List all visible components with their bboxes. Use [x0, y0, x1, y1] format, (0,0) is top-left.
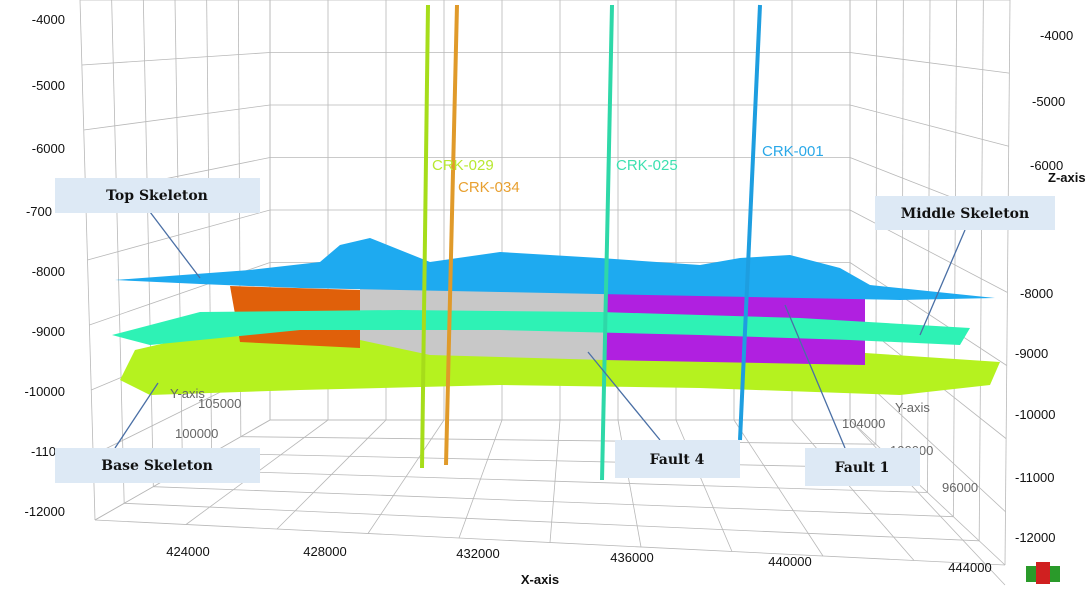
well	[600, 4, 614, 481]
callout-arrow	[919, 229, 966, 336]
callout-box	[805, 448, 920, 486]
z-tick-label: -10000	[25, 384, 65, 399]
x-tick-label: 428000	[303, 544, 346, 559]
z-axis-title: Z-axis	[1048, 170, 1086, 185]
y-tick-label: 105000	[198, 396, 241, 411]
x-tick-label: 432000	[456, 546, 499, 561]
callout-arrow	[784, 304, 846, 449]
middle-skeleton-surface	[112, 310, 970, 345]
grid-line	[142, 0, 154, 487]
callout-box	[55, 178, 260, 213]
orientation-widget[interactable]	[1026, 562, 1060, 584]
grid-line	[849, 419, 1006, 586]
z-tick-label: -6000	[32, 141, 65, 156]
y-axis-title: Y-axis	[895, 400, 930, 415]
y-tick-label: 96000	[942, 480, 978, 495]
callout-box	[615, 440, 740, 478]
well	[420, 4, 430, 469]
z-tick-label: -9000	[32, 324, 65, 339]
grid-line	[978, 0, 984, 541]
callout-arrow	[114, 382, 159, 449]
z-tick-label: -700	[26, 204, 52, 219]
x-tick-label: 440000	[768, 554, 811, 569]
callout-arrow	[587, 351, 661, 441]
callout-arrow	[149, 211, 201, 279]
grid-line	[240, 436, 876, 445]
y-tick-label: 100000	[175, 426, 218, 441]
z-tick-label: -8000	[1020, 286, 1053, 301]
z-tick-label: -5000	[1032, 94, 1065, 109]
z-tick-label: -10000	[1015, 407, 1055, 422]
x-tick-label: 424000	[166, 544, 209, 559]
grid-line	[927, 0, 931, 493]
z-tick-label: -6000	[1030, 158, 1063, 173]
grid-line	[94, 519, 1006, 566]
x-tick-label: 444000	[948, 560, 991, 575]
grid-line	[211, 452, 902, 469]
well-label: CRK-029	[432, 157, 494, 174]
callout-label: Middle Skeleton	[901, 206, 1029, 222]
callout-box	[875, 196, 1055, 230]
callout-label: Top Skeleton	[106, 188, 208, 204]
well-label: CRK-001	[762, 143, 824, 160]
well-label: CRK-025	[616, 157, 678, 174]
well	[444, 4, 459, 466]
callout-label: Fault 1	[835, 460, 890, 476]
callout-label: Base Skeleton	[101, 458, 213, 474]
y-tick-label: 104000	[842, 416, 885, 431]
grid-line	[153, 486, 954, 518]
z-tick-label: -12000	[25, 504, 65, 519]
z-tick-label: -8000	[32, 264, 65, 279]
grid-line	[124, 502, 980, 542]
top-skeleton-surface	[115, 238, 995, 300]
x-axis-title: X-axis	[521, 572, 559, 587]
z-tick-label: -110	[31, 444, 56, 459]
callout-label: Fault 4	[650, 452, 705, 468]
grid-line	[79, 0, 96, 521]
y-axis-title: Y-axis	[170, 386, 205, 401]
grid-line	[1004, 0, 1011, 566]
z-tick-label: -4000	[1040, 28, 1073, 43]
grid-line	[952, 0, 958, 517]
z-tick-label: -9000	[1015, 346, 1048, 361]
well-label: CRK-034	[458, 179, 520, 196]
z-tick-label: -12000	[1015, 530, 1055, 545]
well	[738, 4, 762, 441]
callout-box	[55, 448, 260, 483]
z-tick-label: -11000	[1015, 470, 1055, 485]
grid-line	[111, 0, 125, 504]
z-tick-label: -4000	[32, 12, 65, 27]
x-tick-label: 436000	[610, 550, 653, 565]
grid-line	[182, 469, 928, 493]
z-tick-label: -5000	[32, 78, 65, 93]
